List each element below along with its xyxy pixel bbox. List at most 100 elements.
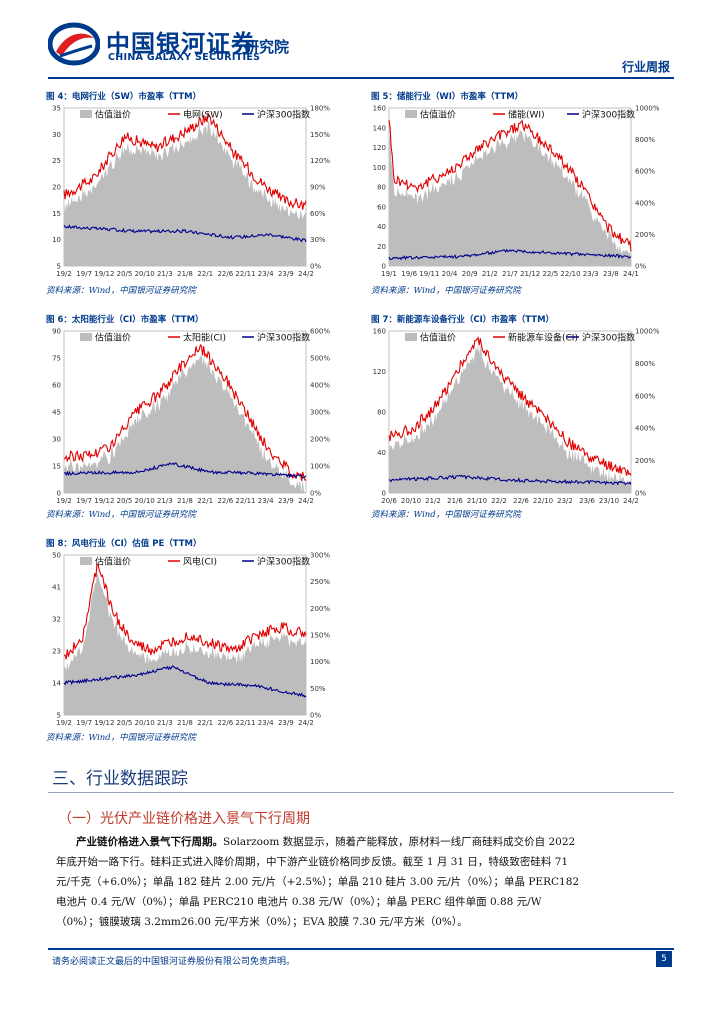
x-axis-tick: 24/2 (298, 270, 314, 278)
legend-swatch-premium (405, 333, 417, 341)
header-rule (48, 77, 674, 79)
left-axis-tick: 75 (52, 355, 61, 363)
left-axis-tick: 0 (382, 263, 386, 271)
premium-area (389, 130, 631, 266)
legend-label: 估值溢价 (420, 109, 456, 121)
figure-source: 资料来源：Wind，中国银河证券研究院 (371, 286, 521, 296)
company-name-cn: 中国银河证券 (106, 30, 256, 58)
left-axis-tick: 30 (52, 131, 61, 139)
right-axis-tick: 600% (635, 168, 655, 176)
legend-label: 沪深300指数 (582, 332, 635, 344)
left-axis-tick: 30 (52, 436, 61, 444)
left-axis-tick: 15 (52, 210, 61, 218)
legend-label: 估值溢价 (95, 332, 131, 344)
x-axis-tick: 22/1 (197, 719, 213, 727)
report-type: 行业周报 (621, 60, 670, 74)
left-axis-tick: 40 (377, 449, 386, 457)
x-axis-tick: 24/2 (298, 497, 314, 505)
industry-pe-line (63, 343, 307, 481)
left-axis-tick: 80 (377, 184, 386, 192)
right-axis-tick: 120% (310, 157, 330, 165)
right-axis-tick: 300% (310, 552, 330, 560)
subsection-title: （一）光伏产业链价格进入景气下行周期 (58, 811, 310, 827)
figure-source: 资料来源：Wind，中国银河证券研究院 (46, 510, 196, 520)
x-axis-tick: 22/11 (235, 497, 255, 505)
x-axis-tick: 19/7 (76, 497, 92, 505)
figure-source: 资料来源：Wind，中国银河证券研究院 (371, 510, 521, 520)
left-axis-tick: 160 (373, 328, 386, 336)
left-axis-tick: 100 (373, 164, 386, 172)
chart: 35 30 25 20 15 10 5 180% 150% 120% 90% 60% 30% 0% 19/2… (52, 105, 330, 279)
left-axis-tick: 120 (373, 368, 386, 376)
x-axis-tick: 24/2 (298, 719, 314, 727)
china-galaxy-logo-icon (48, 22, 100, 66)
left-axis-tick: 14 (52, 680, 61, 688)
legend-label: 估值溢价 (420, 332, 456, 344)
legend-swatch-premium (80, 110, 92, 118)
x-axis-tick: 22/10 (560, 270, 580, 278)
industry-pe-line (63, 562, 307, 660)
left-axis-tick: 20 (377, 243, 386, 251)
hs300-pe-line (63, 224, 307, 243)
legend-label: 估值溢价 (95, 556, 131, 568)
legend-label: 风电(CI) (183, 556, 217, 568)
x-axis-tick: 20/5 (117, 270, 133, 278)
x-axis-tick: 19/7 (76, 270, 92, 278)
x-axis-tick: 19/11 (419, 270, 439, 278)
right-axis-tick: 0% (635, 490, 646, 498)
x-axis-tick: 21/8 (177, 270, 193, 278)
left-axis-tick: 5 (57, 263, 61, 271)
left-axis-tick: 90 (52, 328, 61, 336)
x-axis-tick: 23/10 (599, 497, 619, 505)
x-axis-tick: 23/2 (557, 497, 573, 505)
industry-pe-line (63, 111, 307, 210)
x-axis-tick: 21/3 (157, 270, 173, 278)
chart: 90 75 60 45 30 15 0 600% 500% 400% 300% 200% 100% 0% 1… (52, 328, 330, 506)
right-axis-tick: 400% (310, 382, 330, 390)
x-axis-tick: 19/12 (94, 497, 114, 505)
industry-pe-line (388, 119, 632, 252)
right-axis-tick: 100% (310, 463, 330, 471)
figure-source: 资料来源：Wind，中国银河证券研究院 (46, 286, 196, 296)
chart-legend: 估值溢价 风电(CI) 沪深300指数 (80, 556, 310, 568)
legend-swatch-premium (80, 333, 92, 341)
legend-label: 新能源车设备(CI) (508, 332, 578, 344)
x-axis-tick: 21/3 (157, 719, 173, 727)
figure-title: 图 8：风电行业（CI）估值 PE（TTM） (46, 539, 202, 549)
x-axis-tick: 22/2 (491, 497, 507, 505)
legend-label: 沪深300指数 (582, 109, 635, 121)
chart: 50 41 32 23 14 5 300% 250% 200% 150% 100% 50% 0% 19/2… (52, 552, 330, 728)
left-axis-tick: 120 (373, 144, 386, 152)
section-title: 三、行业数据跟踪 (52, 769, 188, 789)
x-axis-tick: 21/3 (157, 497, 173, 505)
right-axis-tick: 800% (635, 136, 655, 144)
premium-area (64, 353, 306, 493)
paragraph-lead: 产业链价格进入景气下行周期。 (76, 836, 223, 848)
chart-legend: 估值溢价 储能(WI) 沪深300指数 (405, 109, 635, 121)
left-axis-tick: 23 (52, 648, 61, 656)
left-axis-tick: 140 (373, 124, 386, 132)
x-axis-tick: 19/6 (401, 270, 417, 278)
right-axis-tick: 200% (635, 457, 655, 465)
x-axis-tick: 22/6 (513, 497, 529, 505)
left-axis-tick: 40 (377, 223, 386, 231)
x-axis-tick: 20/5 (117, 497, 133, 505)
right-axis-tick: 800% (635, 360, 655, 368)
page-header: 中国银河证券 CHINA GALAXY SECURITIES 研究院 行业周报 (0, 0, 724, 80)
page-number: 5 (656, 951, 672, 967)
left-axis-tick: 50 (52, 552, 61, 560)
left-axis-tick: 20 (52, 184, 61, 192)
x-axis-tick: 23/6 (579, 497, 595, 505)
legend-label: 太阳能(CI) (183, 332, 226, 344)
right-axis-tick: 100% (310, 658, 330, 666)
x-axis-tick: 21/10 (467, 497, 487, 505)
x-axis-tick: 22/11 (235, 719, 255, 727)
x-axis-tick: 24/2 (623, 497, 639, 505)
x-axis-tick: 21/7 (502, 270, 518, 278)
right-axis-tick: 150% (310, 131, 330, 139)
right-axis-tick: 400% (635, 199, 655, 207)
x-axis-tick: 20/10 (135, 497, 155, 505)
hs300-pe-line (63, 665, 307, 698)
legend-label: 估值溢价 (95, 109, 131, 121)
company-name-en: CHINA GALAXY SECURITIES (108, 52, 261, 63)
